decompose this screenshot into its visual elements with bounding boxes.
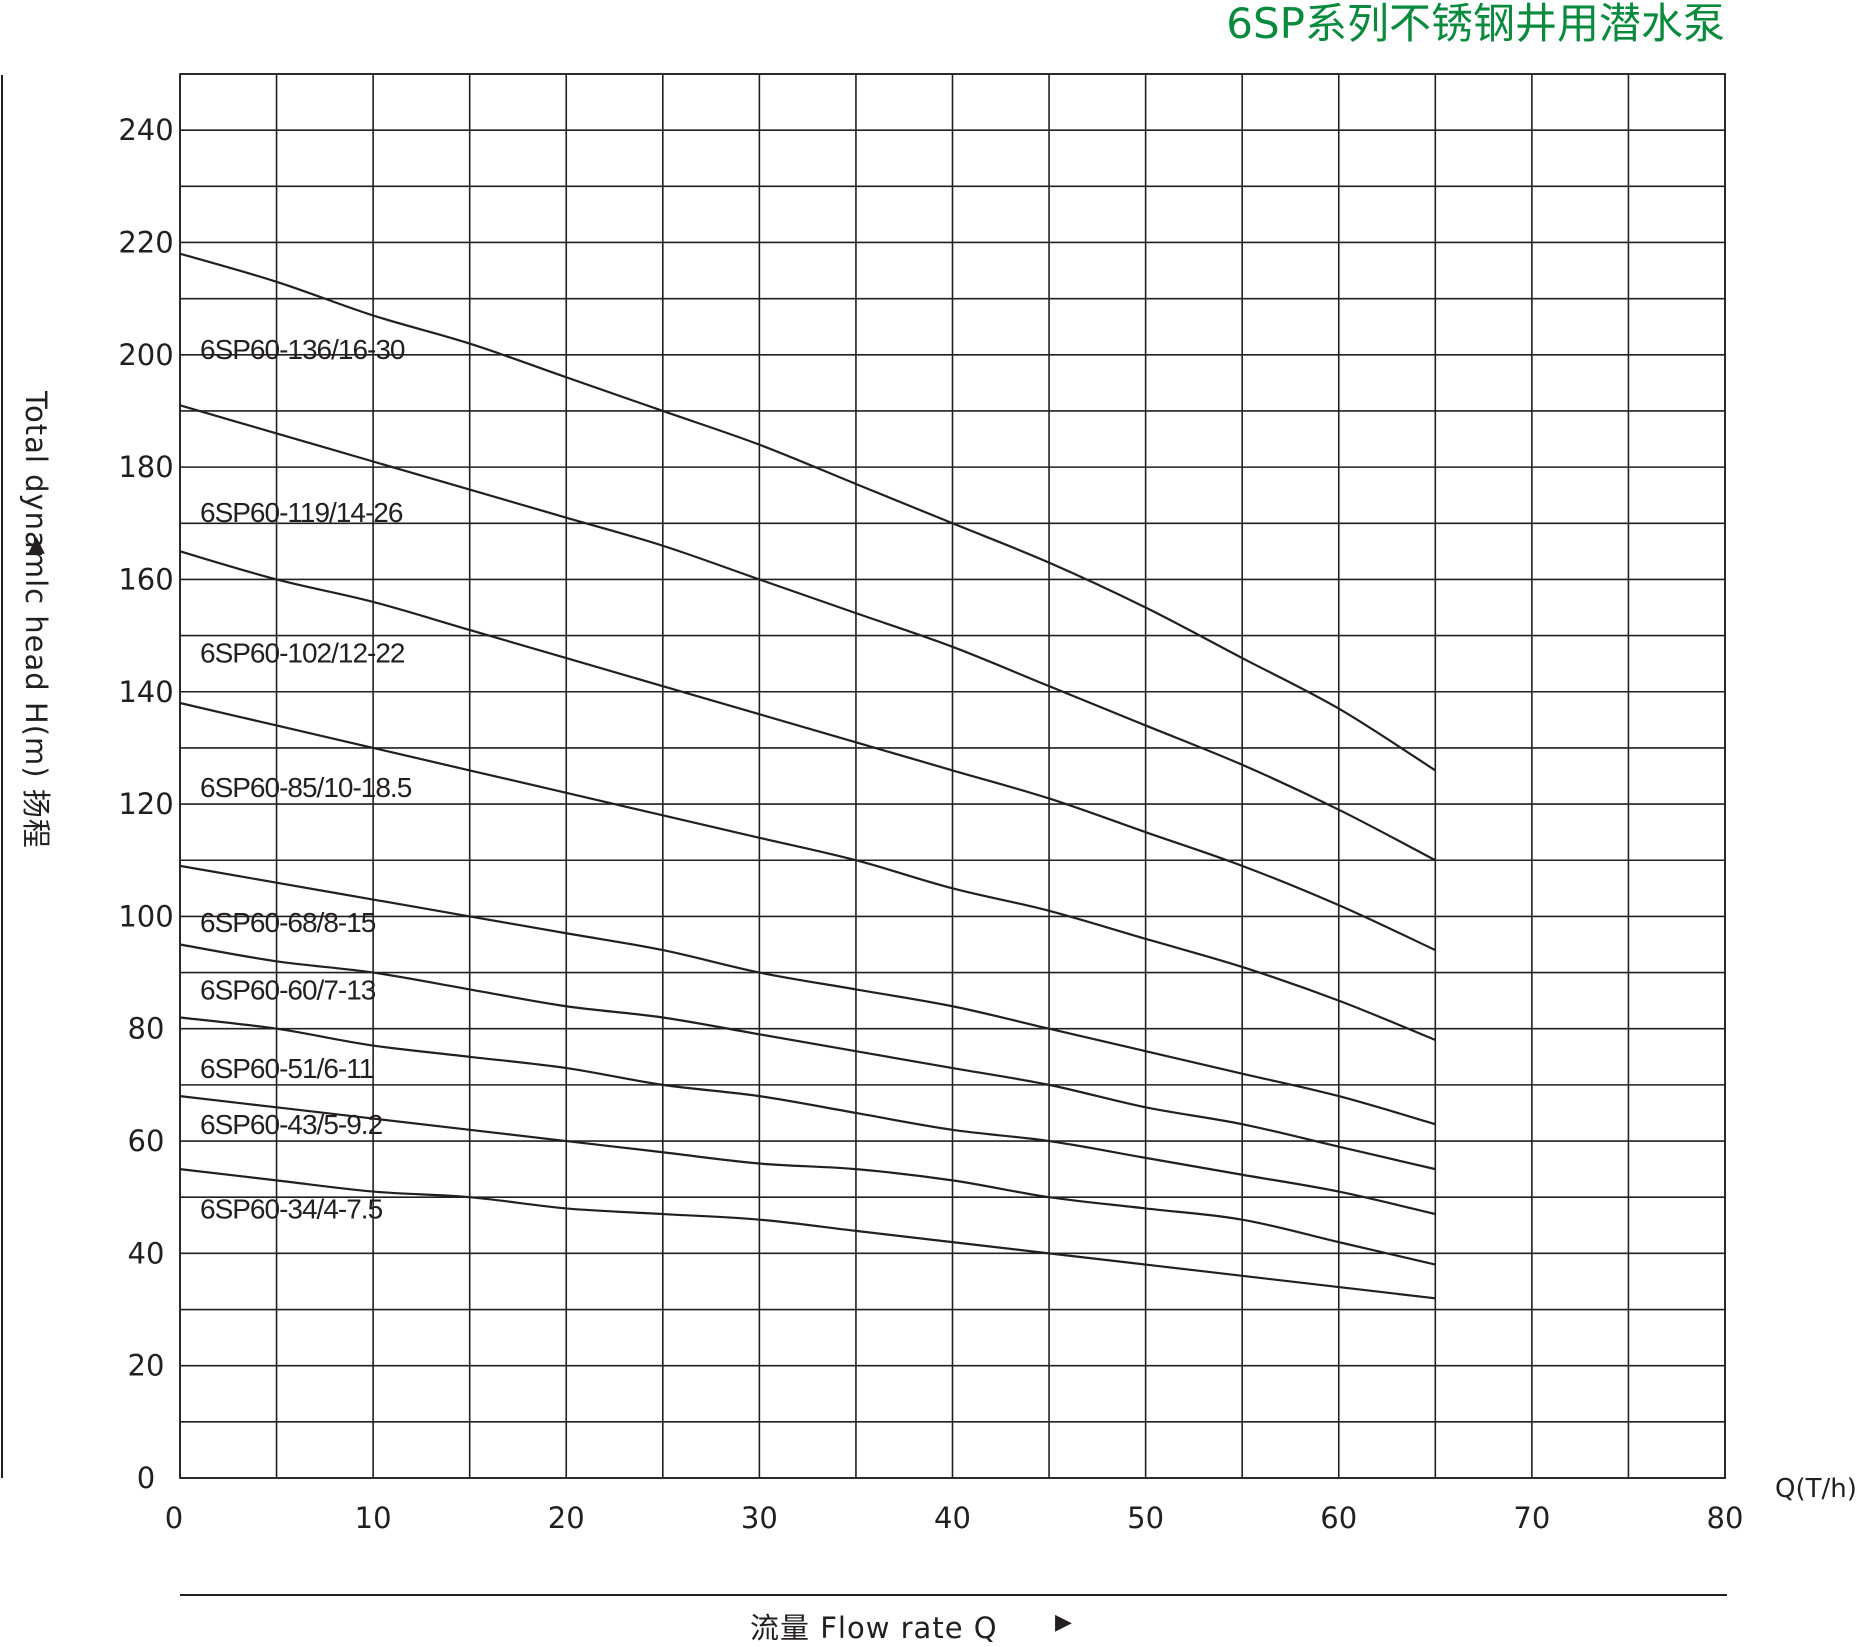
grid [179,73,1726,1479]
y-tick-label: 20 [128,1349,165,1383]
tick-labels: 0 20 40 60 80 100 120 140 160 180 200 220 240 0 10 20 30… [118,113,1743,1535]
chart-title: 6SP系列不锈钢井用潜水泵 [1226,0,1725,48]
performance-curve [179,1168,1436,1300]
y-tick-label: 100 [118,899,173,933]
y-tick-label: 80 [128,1012,165,1046]
x-tick-label: 60 [1320,1501,1357,1535]
curve-label: 6SP60-119/14-26 [200,497,403,528]
curve-label: 6SP60-34/4-7.5 [200,1193,383,1224]
x-tick-label: 50 [1127,1501,1164,1535]
plot-frame [179,73,1726,1479]
x-tick-label: 0 [165,1501,183,1535]
curve-labels: 6SP60-136/16-30 6SP60-119/14-26 6SP60-102/… [200,334,413,1224]
performance-curve [179,404,1436,862]
performance-curve [179,864,1436,1126]
x-tick-label: 30 [741,1501,778,1535]
x-tick-label: 70 [1513,1501,1550,1535]
y-tick-label: 40 [128,1236,165,1270]
curve-label: 6SP60-43/5-9.2 [200,1109,383,1140]
curve-label: 6SP60-60/7-13 [200,974,376,1005]
y-tick-label: 140 [118,675,173,709]
y-tick-label: 0 [137,1461,155,1495]
y-tick-label: 240 [118,113,173,147]
y-tick-label: 160 [118,562,173,596]
y-tick-label: 60 [128,1124,165,1158]
x-axis-arrow-icon: ▶ [1055,1610,1072,1635]
performance-curve [179,252,1436,772]
performance-curve [179,943,1436,1171]
performance-curve [179,550,1436,952]
curve-label: 6SP60-85/10-18.5 [200,772,412,803]
x-tick-label: 20 [548,1501,585,1535]
pump-curves [179,252,1436,1300]
x-tick-label: 10 [355,1501,392,1535]
x-tick-label: 40 [934,1501,971,1535]
performance-curve [179,1016,1436,1216]
y-tick-label: 120 [118,787,173,821]
performance-curve [179,701,1436,1041]
x-tick-label: 80 [1707,1501,1744,1535]
y-tick-label: 200 [118,338,173,372]
curve-label: 6SP60-136/16-30 [200,334,405,365]
performance-curve [179,1095,1436,1266]
curve-label: 6SP60-51/6-11 [200,1053,374,1084]
y-axis-arrow-icon: ▲ [28,532,45,557]
x-axis-unit-label: Q(T/h) [1775,1474,1857,1504]
y-tick-label: 220 [118,225,173,259]
curve-label: 6SP60-102/12-22 [200,637,405,668]
y-tick-label: 180 [118,450,173,484]
curve-label: 6SP60-68/8-15 [200,907,376,938]
